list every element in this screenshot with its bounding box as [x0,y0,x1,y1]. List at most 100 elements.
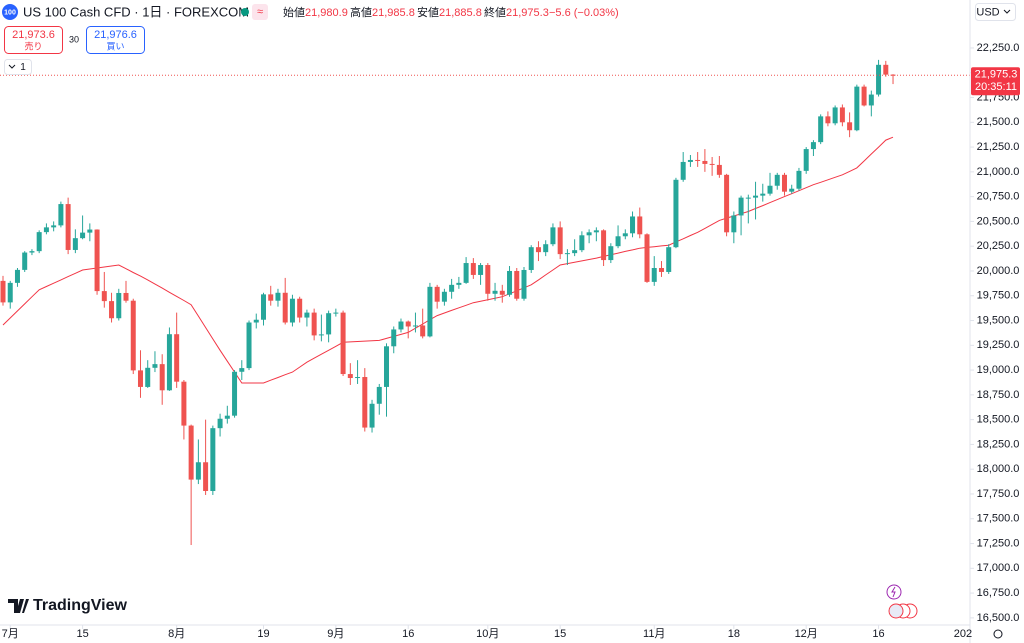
candle-body [716,164,722,175]
candle-body [673,179,679,248]
candle-body [289,298,295,323]
change: −5.6 (−0.03%) [549,7,619,19]
candle-body [441,291,447,302]
candle-body [818,116,824,143]
candle-body [181,381,187,426]
candle-body [347,374,353,379]
logo-text: 100 [4,9,16,16]
candle-body [94,229,100,292]
candle-body [572,250,578,254]
candle-body [753,195,759,198]
candle-body [239,368,245,372]
candle-body [825,116,831,124]
candle-body [854,86,860,131]
y-tick-label: 19,250.0 [977,339,1020,351]
candle-body [586,232,592,236]
symbol-logo [2,4,18,20]
buy-price: 21,976.6 [94,29,137,41]
candle-body [810,142,816,150]
candle-body [116,292,122,319]
candle-body [51,225,57,228]
flag-icon[interactable] [888,603,904,619]
y-tick-label: 20,000.0 [977,265,1020,277]
candle-body [528,247,534,270]
sell-button[interactable] [4,26,63,54]
candle-body [456,282,462,285]
candle-body [651,267,657,282]
candle-body [789,188,795,192]
sell-price: 21,973.6 [12,29,55,41]
candle-body [644,234,650,282]
y-tick-label: 16,750.0 [977,587,1020,599]
settings-icon[interactable] [993,629,1003,639]
candle-body [485,265,491,294]
y-tick-label: 19,500.0 [977,314,1020,326]
x-tick-label: 7月 [2,628,19,640]
candle-body [535,247,541,253]
ohlc-value: 21,885.8 [439,7,482,19]
y-tick-label: 17,750.0 [977,488,1020,500]
x-tick-label: 16 [402,628,414,640]
candle-body [434,286,440,302]
candle-body [796,170,802,189]
candle-body [253,319,259,323]
candle-body [702,160,708,164]
indicator-toggle[interactable] [4,59,32,75]
y-tick-label: 22,250.0 [977,42,1020,54]
y-tick-label: 17,500.0 [977,513,1020,525]
candle-body [282,292,288,323]
candle-body [593,230,599,233]
candle-body [362,377,368,428]
ohlc-label: 高値 [350,5,372,19]
candle-body [412,325,418,327]
candle-body [774,174,780,186]
candle-body [304,312,310,318]
candle-body [268,294,274,301]
y-tick-label: 18,000.0 [977,463,1020,475]
candle-body [7,282,13,303]
candle-body [123,292,129,301]
x-tick-label: 12月 [795,628,818,640]
candle-body [615,236,621,247]
candle-body [58,204,64,226]
brand-logo [8,599,29,613]
candle-body [781,174,787,192]
candle-body [203,462,209,492]
candle-body [246,322,252,369]
data-badge [252,4,268,20]
candle-body [36,232,42,252]
brand-name: TradingView [33,597,128,614]
candle-body [521,269,527,299]
lightning [891,586,896,598]
candle-body [550,227,556,245]
candle-body [492,290,498,294]
candle-body [260,294,266,320]
last-price-box [971,67,1020,96]
candle-body [137,370,143,387]
candle-body [883,64,889,75]
candle-body [174,334,180,382]
y-tick-label: 17,250.0 [977,537,1020,549]
candle-body [29,251,35,253]
currency-button[interactable] [975,3,1016,21]
buy-label: 買い [106,41,124,51]
candle-body [847,122,853,131]
candle-body [709,163,715,165]
candle-body [470,263,476,275]
candle-body [369,403,375,428]
buy-button[interactable] [86,26,145,54]
y-tick-label: 19,000.0 [977,364,1020,376]
candle-body [868,94,874,106]
y-tick-label: 21,250.0 [977,141,1020,153]
candle-body [22,252,28,270]
candle-body [80,232,86,239]
candle-body [876,64,882,95]
candle-body [43,227,49,233]
candle-body [87,229,93,233]
symbol-title[interactable]: US 100 Cash CFD · 1日 · FOREXCOM [23,4,249,19]
axes: 16,500.0 16,750.0 17,000.0 17,250.0 17,500.0… [2,42,1020,640]
candle-body [188,425,194,480]
candle-body [405,321,411,327]
